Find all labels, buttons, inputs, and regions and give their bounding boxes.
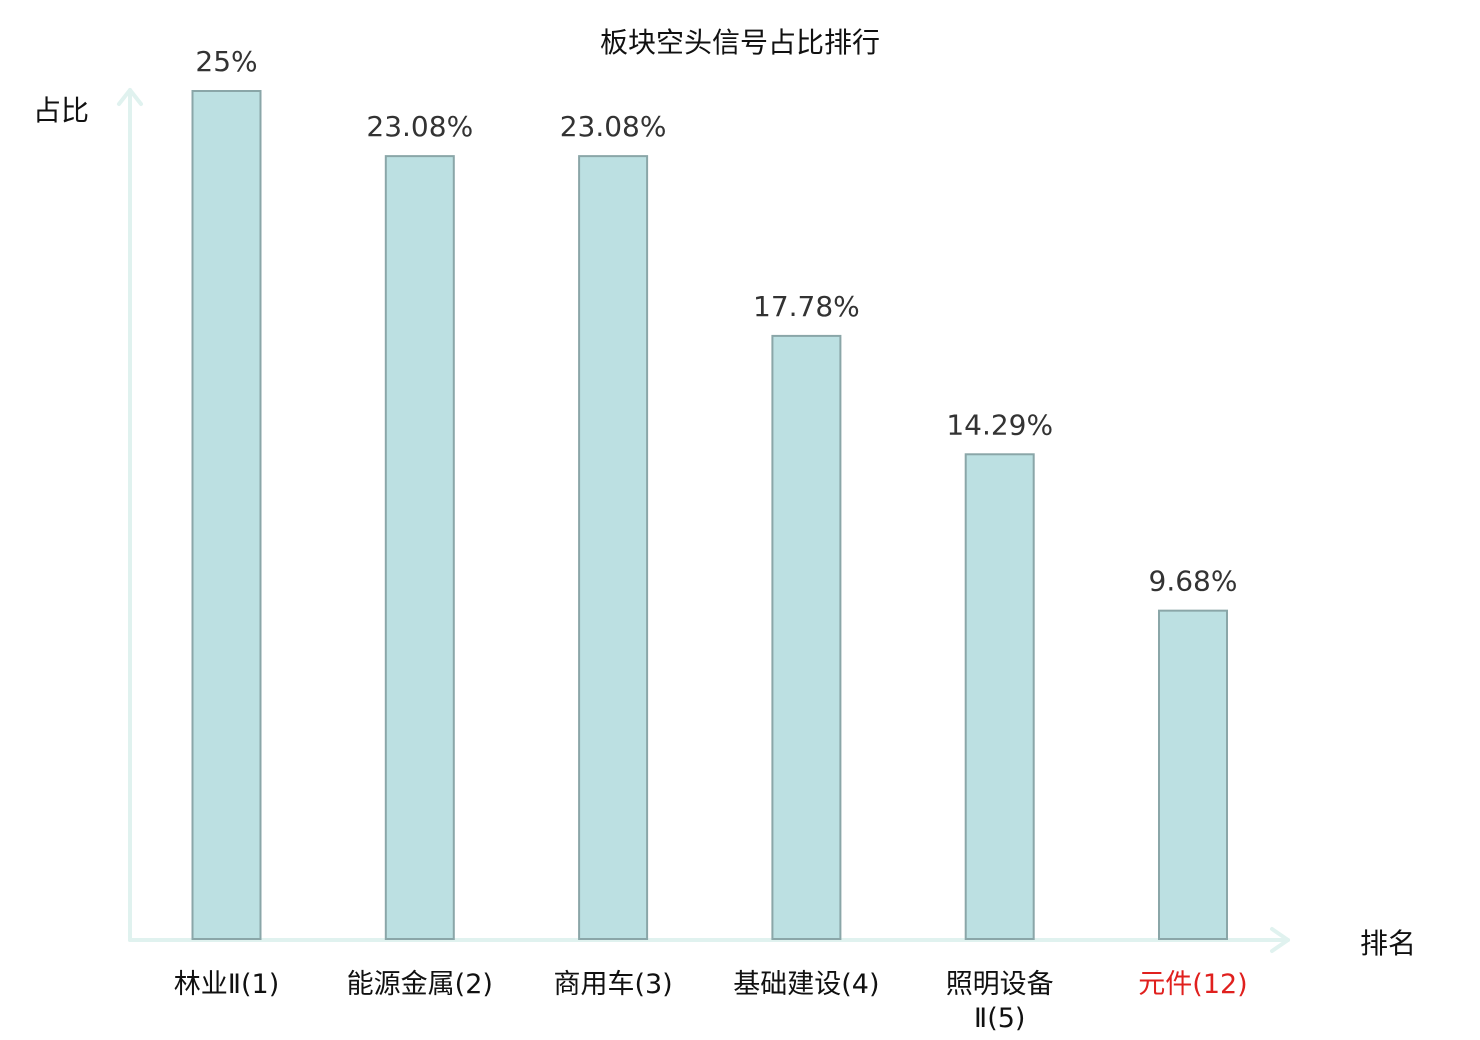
bar-1 bbox=[191, 90, 262, 940]
value-label-5: 14.29% bbox=[946, 408, 1053, 441]
y-axis-label: 占比 bbox=[33, 94, 89, 127]
value-labels-group: 25% 23.08% 23.08% 17.78% 14.29% 9.68% bbox=[195, 45, 1237, 598]
value-label-6: 9.68% bbox=[1149, 565, 1238, 598]
category-label-3: 商用车(3) bbox=[553, 969, 672, 1000]
bar-3 bbox=[578, 155, 649, 940]
value-label-1: 25% bbox=[195, 45, 257, 78]
y-axis bbox=[117, 88, 143, 942]
x-axis bbox=[128, 927, 1290, 953]
bar-4 bbox=[771, 334, 842, 940]
category-label-5-line-2: Ⅱ(5) bbox=[974, 1003, 1026, 1034]
bar-5 bbox=[964, 453, 1035, 940]
category-label-5-line-1: 照明设备 bbox=[946, 969, 1054, 1000]
x-axis-label: 排名 bbox=[1360, 927, 1416, 960]
value-label-2: 23.08% bbox=[366, 110, 473, 143]
bar-2 bbox=[384, 155, 455, 940]
value-label-3: 23.08% bbox=[560, 110, 667, 143]
category-label-6: 元件(12) bbox=[1138, 969, 1247, 1000]
category-label-4: 基础建设(4) bbox=[733, 969, 879, 1000]
bars-group bbox=[191, 90, 1228, 941]
value-label-4: 17.78% bbox=[753, 290, 860, 323]
bar-6 bbox=[1158, 609, 1228, 941]
category-label-1: 林业Ⅱ(1) bbox=[174, 969, 280, 1000]
category-label-2: 能源金属(2) bbox=[347, 969, 493, 1000]
chart-title: 板块空头信号占比排行 bbox=[600, 26, 880, 59]
